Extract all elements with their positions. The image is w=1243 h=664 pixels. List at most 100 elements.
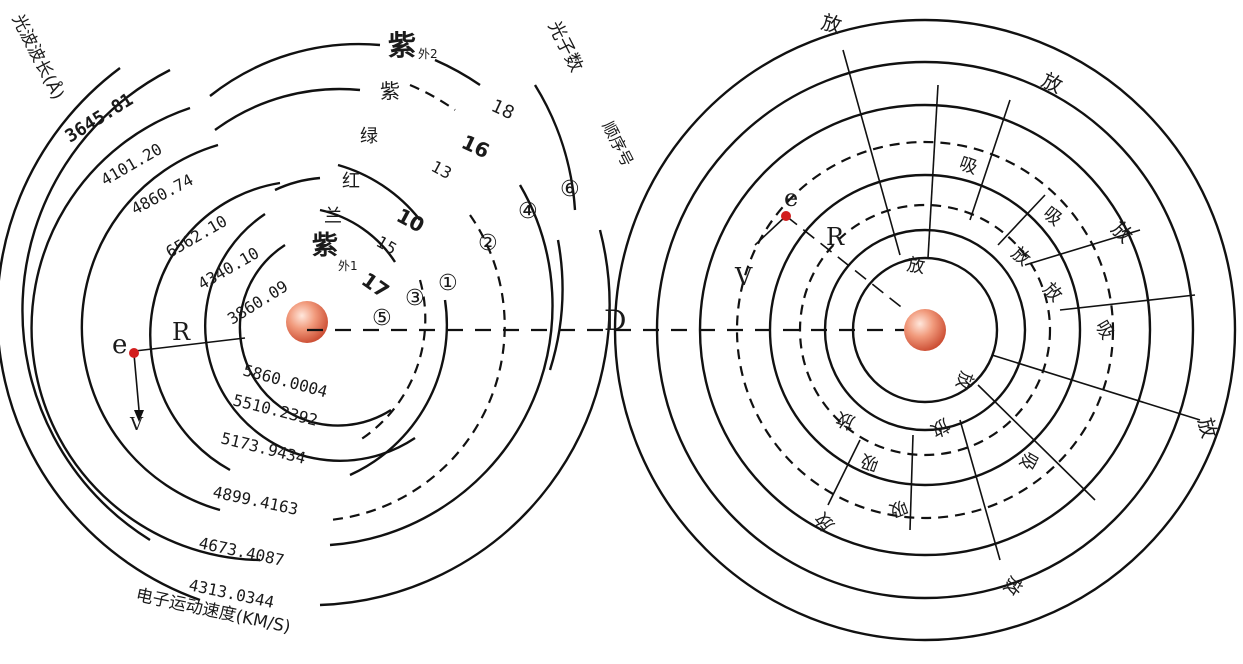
left-orbit-seg-m <box>337 163 421 221</box>
wavelength-2: 4860.74 <box>128 170 196 218</box>
photons-6: 18 <box>488 95 518 124</box>
right-nucleus <box>904 309 946 351</box>
emit-label-12: 放 <box>999 573 1026 599</box>
right-transition-5 <box>1024 229 1141 266</box>
photon-count-title: 光子数 <box>544 18 587 76</box>
left-orbit-seg-a <box>274 176 321 192</box>
left-radius-label: R <box>172 318 191 346</box>
left-radius-line <box>134 337 246 352</box>
right-transition-1 <box>842 49 901 256</box>
right-atom: e R V 放 放 吸 放 吸 放 放 放 吸 放 放 吸 放 放 吸 吸 放 … <box>613 10 1237 642</box>
wavelength-title: 光波波长(Å) <box>8 10 70 103</box>
right-transition-4 <box>997 194 1046 246</box>
left-orbit-5 <box>30 106 261 562</box>
photons-2: 13 <box>428 157 455 183</box>
left-orbit-7 <box>0 67 201 602</box>
right-transition-2 <box>927 84 939 259</box>
right-transition-10 <box>909 434 914 531</box>
emit-label-8: 放 <box>951 368 977 392</box>
photons-4: 16 <box>458 130 493 164</box>
emit-label-11: 放 <box>811 508 839 535</box>
emit-label-2: 放 <box>1038 68 1066 98</box>
left-orbit-1 <box>238 243 392 427</box>
color-2: 绿 <box>360 126 378 147</box>
wavelength-1: 6562.10 <box>163 211 231 261</box>
right-electron-label: e <box>784 184 798 212</box>
left-orbit-seg-d <box>409 83 456 111</box>
left-orbit-3 <box>149 181 281 472</box>
photons-3: 15 <box>373 232 400 259</box>
right-transition-9 <box>959 419 1001 561</box>
left-orbit-6 <box>21 68 171 542</box>
right-velocity-label: V <box>734 263 753 291</box>
color-3: 兰 <box>324 206 342 227</box>
emit-label-6: 放 <box>1038 279 1066 307</box>
order-2: ② <box>478 231 498 256</box>
right-orbit-3 <box>768 173 1082 487</box>
wavelength-6: 3645.81 <box>62 89 137 147</box>
right-transition-8 <box>977 384 1096 501</box>
right-orbit-0 <box>851 256 999 404</box>
left-orbit-seg-b <box>209 42 381 97</box>
absorb-label-5: 吸 <box>858 449 882 475</box>
color-6-sub: 外2 <box>418 47 438 61</box>
speed-2: 4899.4163 <box>211 482 300 519</box>
right-transition-11 <box>827 439 861 506</box>
right-orbit-5 <box>698 103 1152 557</box>
photons-1: 10 <box>393 203 429 237</box>
left-orbit-seg-f <box>533 84 577 211</box>
color-6: 紫 <box>388 29 416 62</box>
left-orbit-seg-k <box>349 299 449 477</box>
speed-4: 4673.4087 <box>197 533 286 570</box>
left-orbit-2 <box>204 213 416 462</box>
wavelength-4: 4101.20 <box>98 139 166 189</box>
emit-label-4: 放 <box>905 254 926 278</box>
color-1: 红 <box>342 171 360 192</box>
absorb-label-6: 吸 <box>886 495 910 521</box>
left-orbit-seg-l <box>359 279 427 441</box>
left-electron <box>129 348 139 358</box>
right-orbit-6 <box>655 60 1195 600</box>
right-orbit-2 <box>798 203 1052 457</box>
color-4: 紫 <box>380 79 400 103</box>
right-orbit-1 <box>823 228 1027 432</box>
left-atom: e R V 光波波长(Å) 光子数 顺序号 电子运动速度(KM/S) 3645.… <box>0 10 637 638</box>
order-1: ① <box>438 271 458 296</box>
absorb-label-1: 吸 <box>956 153 980 179</box>
left-orbit-4 <box>80 143 221 512</box>
right-radius-label: R <box>826 223 845 251</box>
order-6: ⑥ <box>560 177 580 202</box>
absorb-label-2: 吸 <box>1039 203 1066 231</box>
right-transition-3 <box>969 99 1011 221</box>
left-orbit-seg-j <box>329 214 506 522</box>
left-orbit-seg-c <box>214 87 361 131</box>
absorb-label-4: 吸 <box>1015 448 1042 474</box>
right-velocity-arrow <box>754 215 787 246</box>
photons-5: 17 <box>357 267 394 303</box>
left-orbit-seg-h <box>319 229 611 607</box>
left-velocity-arrowhead <box>134 410 144 422</box>
speed-1: 5173.9434 <box>219 428 308 467</box>
wavelength-5: 3860.09 <box>224 277 291 329</box>
left-nucleus <box>286 301 328 343</box>
right-orbit-7 <box>613 18 1237 642</box>
order-4: ④ <box>518 199 538 224</box>
left-orbit-seg-i <box>329 184 554 547</box>
emit-label-1: 放 <box>819 10 845 38</box>
right-transition-6 <box>1059 294 1196 311</box>
right-radius-line <box>785 215 906 311</box>
emit-label-9: 放 <box>927 414 953 441</box>
right-orbit-4 <box>735 140 1115 520</box>
left-electron-label: e <box>112 330 127 360</box>
color-5: 紫 <box>312 231 338 261</box>
color-5-sub: 外1 <box>338 259 358 273</box>
right-electron <box>781 211 791 221</box>
left-orbit-seg-g <box>548 239 564 371</box>
left-velocity-arrow <box>133 353 140 411</box>
left-orbit-seg-e <box>434 58 481 86</box>
emit-label-10: 放 <box>834 407 858 433</box>
order-3: ③ <box>405 286 425 311</box>
left-orbit-seg-n <box>319 208 397 263</box>
